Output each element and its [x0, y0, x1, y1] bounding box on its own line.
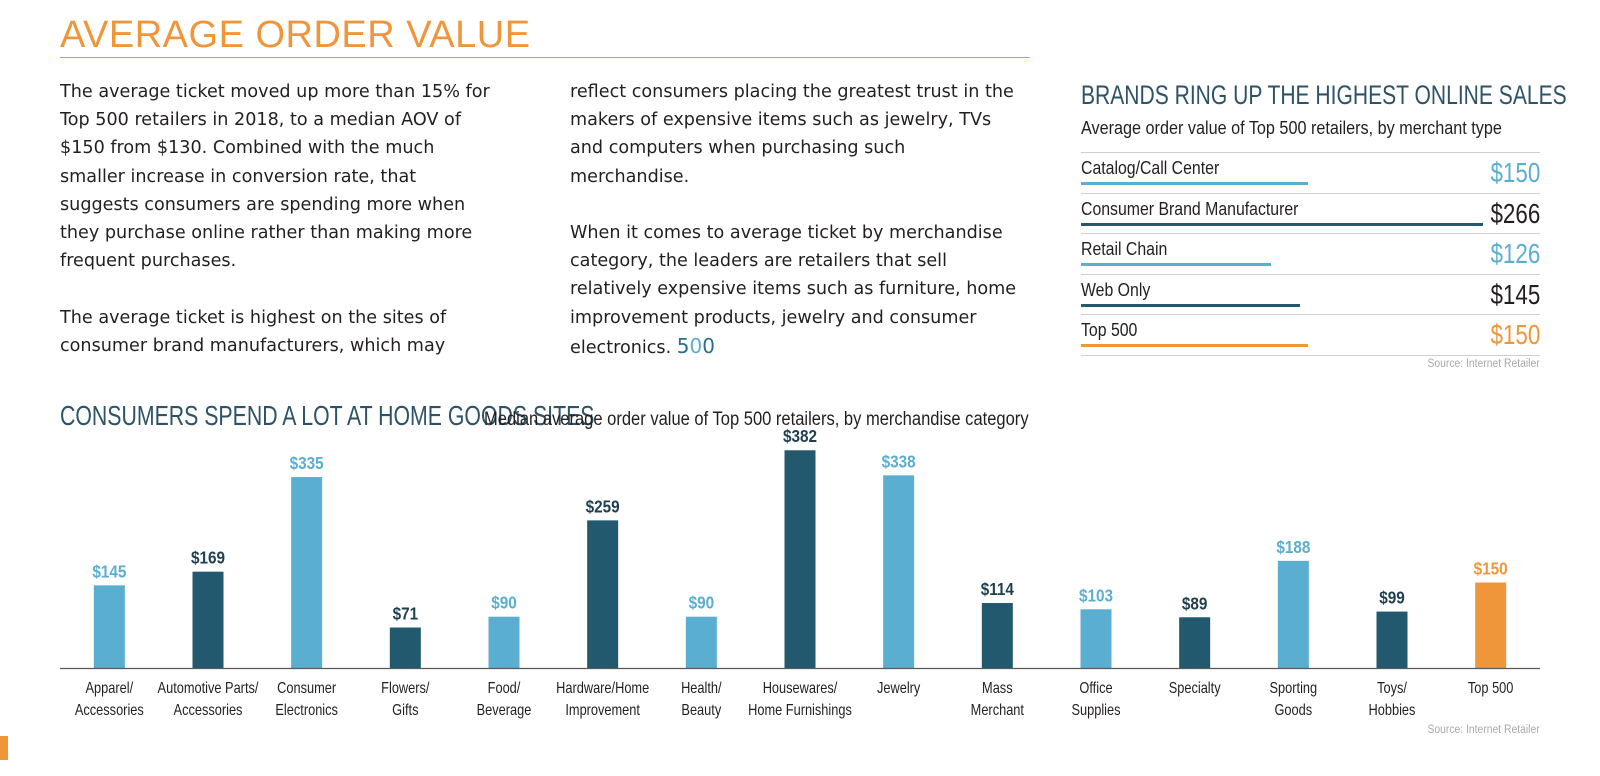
brands-row-label: Catalog/Call Center: [1081, 158, 1220, 178]
brands-row: Retail Chain $126: [1081, 233, 1540, 274]
category-tick-label: Beauty: [681, 702, 721, 720]
paragraph: The average ticket is highest on the sit…: [60, 307, 447, 356]
bar-value-label: $188: [1276, 537, 1310, 557]
category-tick-label: Accessories: [75, 702, 144, 720]
bar-value-label: $338: [882, 451, 916, 471]
category-tick-label: Home Furnishings: [748, 702, 852, 720]
category-tick-label: Top 500: [1468, 680, 1513, 698]
brands-source-note: Source: Internet Retailer: [1427, 358, 1540, 370]
bar: [1179, 617, 1211, 668]
brands-row: Top 500 $150: [1081, 314, 1540, 356]
category-tick-label: Supplies: [1071, 702, 1120, 720]
page-title: AVERAGE ORDER VALUE: [60, 14, 531, 56]
brands-row-label: Retail Chain: [1081, 239, 1168, 259]
category-tick-label: Toys/: [1377, 680, 1408, 698]
brands-row-label: Web Only: [1081, 279, 1151, 300]
bar-value-label: $259: [586, 496, 620, 516]
category-tick-label: Electronics: [275, 702, 338, 720]
bar: [587, 520, 619, 668]
bar: [1475, 582, 1507, 668]
brands-row-bar: [1081, 263, 1272, 266]
paragraph: reflect consumers placing the greatest t…: [570, 82, 1014, 187]
bar: [389, 627, 421, 668]
bar: [784, 450, 816, 668]
category-tick-label: Housewares/: [763, 680, 838, 698]
brands-bar-table: Catalog/Call Center $150 Consumer Brand Ma…: [1081, 152, 1540, 356]
article-column-2: reflect consumers placing the greatest t…: [570, 78, 1020, 362]
brands-row: Consumer Brand Manufacturer $266: [1081, 192, 1540, 234]
category-tick-label: Food/: [488, 680, 522, 698]
article-column-1: The average ticket moved up more than 15…: [60, 78, 500, 360]
chart-title: CONSUMERS SPEND A LOT AT HOME GOODS SITE…: [60, 400, 595, 431]
bar-value-label: $145: [92, 561, 126, 581]
bar: [1080, 609, 1112, 668]
bar-value-label: $169: [191, 548, 225, 568]
bar-value-label: $103: [1079, 585, 1113, 605]
category-tick-label: Office: [1079, 680, 1112, 698]
chart-source-note: Source: Internet Retailer: [1427, 724, 1540, 736]
category-tick-label: Automotive Parts/: [158, 680, 260, 698]
bar-value-label: $150: [1474, 558, 1508, 578]
bar-value-label: $89: [1182, 593, 1208, 613]
category-tick-label: Specialty: [1169, 680, 1222, 698]
chart-subtitle: Median average order value of Top 500 re…: [484, 409, 1029, 430]
brands-row-bar: [1081, 222, 1483, 226]
brands-row-value: $145: [1490, 278, 1540, 310]
category-tick-label: Hardware/Home: [556, 680, 649, 698]
brands-row-value: $150: [1490, 157, 1540, 188]
brands-row-bar: [1081, 303, 1301, 307]
brands-row-value: $126: [1490, 238, 1540, 269]
bar: [1277, 560, 1309, 668]
category-tick-label: Sporting: [1270, 680, 1318, 698]
paragraph-text: When it comes to average ticket by merch…: [570, 223, 1017, 358]
title-divider: [60, 57, 1030, 58]
paragraph: When it comes to average ticket by merch…: [570, 219, 1020, 362]
bar: [192, 571, 224, 668]
category-tick-label: Accessories: [174, 702, 243, 720]
category-tick-label: Jewelry: [877, 680, 921, 698]
category-tick-label: Goods: [1274, 702, 1312, 720]
bar-value-label: $71: [393, 603, 419, 623]
bar-value-label: $335: [290, 453, 324, 473]
bar: [291, 477, 323, 668]
bar: [685, 616, 717, 668]
brands-chart-title: BRANDS RING UP THE HIGHEST ONLINE SALES: [1081, 80, 1567, 110]
bar: [93, 585, 125, 668]
bar: [883, 475, 915, 668]
brands-row-value: $150: [1490, 319, 1540, 350]
bar: [488, 616, 520, 668]
bar-value-label: $99: [1379, 587, 1405, 607]
category-tick-label: Consumer: [277, 680, 336, 698]
page-corner-marker: [0, 736, 8, 760]
category-tick-label: Flowers/: [381, 680, 430, 698]
bar-value-label: $90: [491, 593, 517, 613]
category-tick-label: Health/: [681, 680, 722, 698]
bar: [981, 603, 1013, 668]
brands-row-label: Top 500: [1081, 320, 1138, 340]
category-tick-label: Hobbies: [1369, 702, 1416, 720]
brands-row-value: $266: [1490, 197, 1540, 229]
bar: [1376, 611, 1408, 668]
brands-row-bar: [1081, 182, 1308, 185]
brands-row-bar: [1081, 344, 1308, 347]
bar-value-label: $90: [689, 593, 715, 613]
category-tick-label: Mass: [982, 680, 1013, 698]
paragraph: The average ticket moved up more than 15…: [60, 82, 490, 272]
brands-row: Web Only $145: [1081, 273, 1540, 315]
category-tick-label: Merchant: [971, 702, 1024, 720]
category-tick-label: Apparel/: [86, 680, 134, 698]
category-tick-label: Beverage: [477, 702, 532, 720]
brands-chart-subtitle: Average order value of Top 500 retailers…: [1081, 118, 1502, 138]
top500-logo-icon: 500: [676, 333, 715, 358]
bar-value-label: $382: [783, 426, 817, 446]
brands-row: Catalog/Call Center $150: [1081, 152, 1540, 193]
bar-value-label: $114: [981, 579, 1015, 599]
category-tick-label: Improvement: [565, 702, 640, 720]
brands-row-label: Consumer Brand Manufacturer: [1081, 198, 1299, 219]
category-tick-label: Gifts: [392, 702, 418, 720]
